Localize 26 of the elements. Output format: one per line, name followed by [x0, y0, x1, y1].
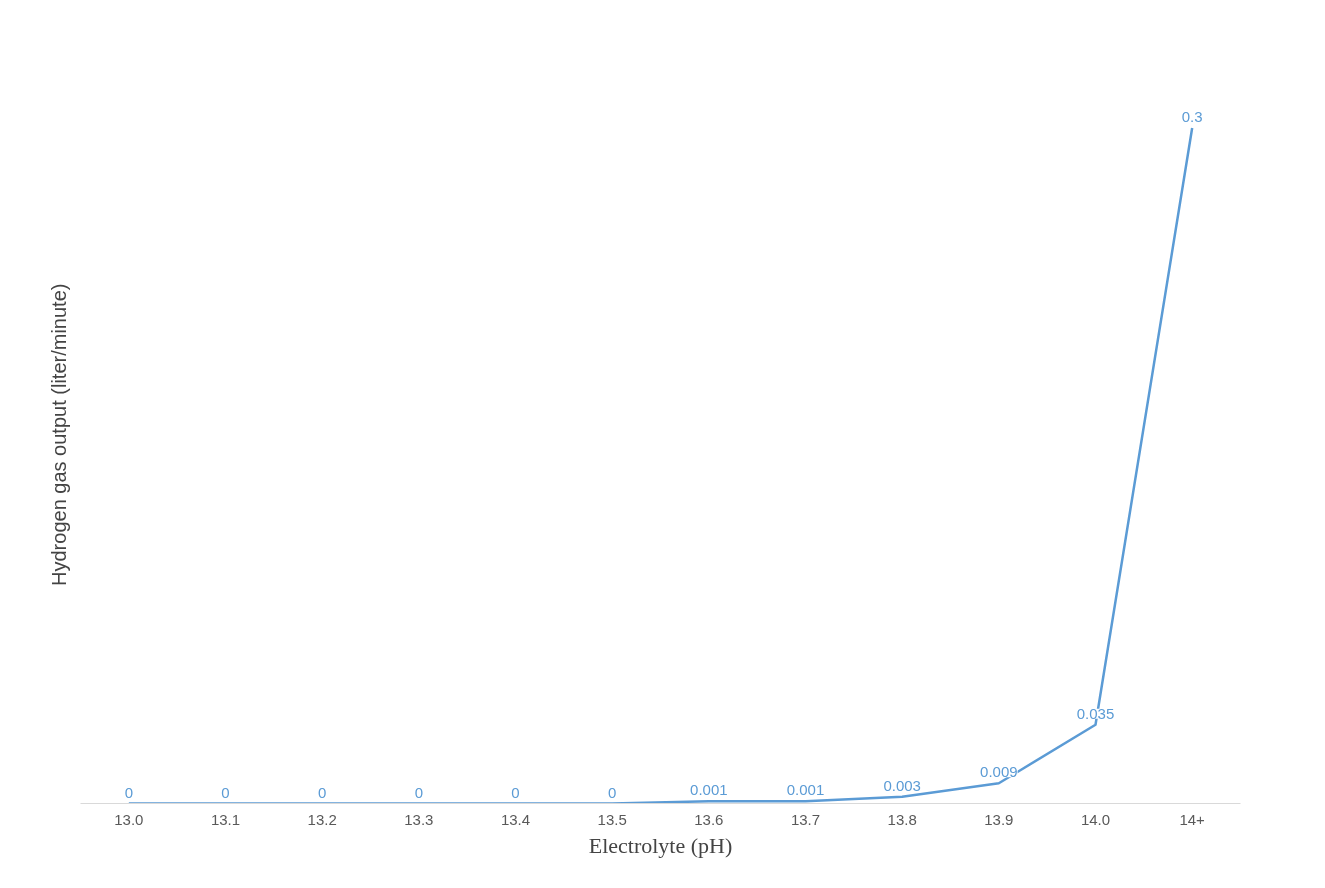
data-label: 0 [608, 783, 617, 801]
data-label: 0 [511, 783, 520, 801]
data-label: 0.3 [1181, 108, 1203, 126]
data-label: 0 [124, 783, 134, 801]
y-axis-title: Hydrogen gas output (liter/minute) [47, 283, 70, 586]
data-label: 0.035 [1076, 704, 1115, 722]
x-tick-label: 13.1 [210, 810, 241, 828]
x-tick-label: 13.2 [307, 810, 337, 828]
x-tick-label: 13.7 [790, 810, 821, 828]
data-label: 0.001 [690, 781, 728, 799]
x-tick-label: 13.8 [887, 810, 917, 828]
data-label: 0 [318, 783, 327, 801]
data-label: 0.001 [786, 781, 825, 799]
data-label: 0.003 [883, 776, 921, 794]
x-tick-label: 13.4 [500, 810, 531, 828]
x-tick-label: 13.3 [404, 810, 434, 828]
x-tick-label: 13.6 [694, 810, 724, 828]
data-label: 0 [221, 783, 230, 801]
x-tick-label: 14+ [1179, 810, 1206, 828]
x-tick-label: 13.0 [114, 810, 144, 828]
x-tick-label: 13.5 [597, 810, 627, 828]
x-tick-label: 13.9 [984, 810, 1014, 828]
data-label: 0.009 [980, 763, 1018, 781]
x-axis-title: Electrolyte (pH) [588, 832, 733, 858]
x-tick-label: 14.0 [1080, 810, 1111, 828]
data-label: 0 [414, 783, 424, 801]
